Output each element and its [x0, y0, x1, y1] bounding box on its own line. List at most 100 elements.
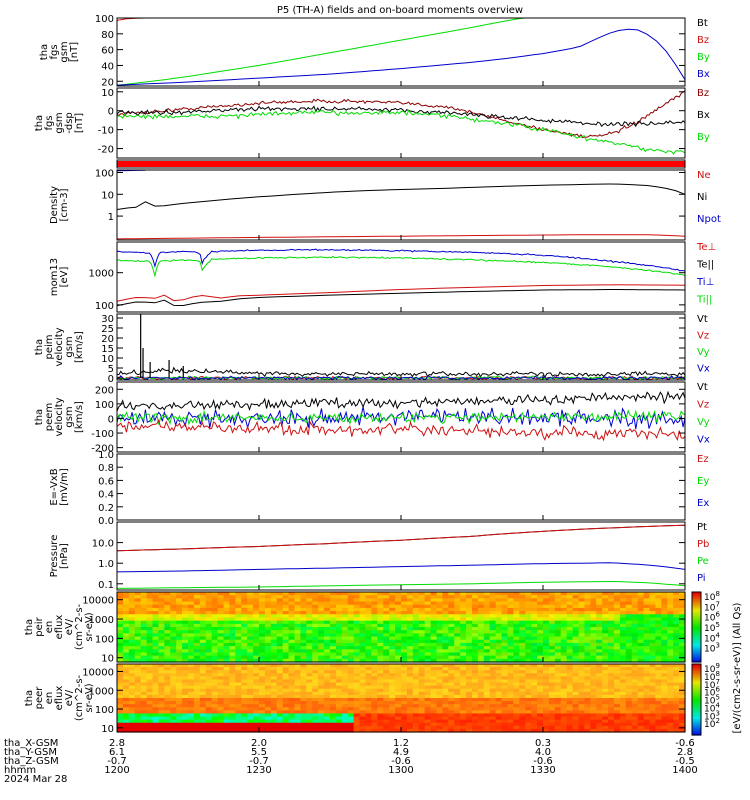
- spectrogram-cell: [182, 592, 189, 596]
- spectrogram-cell: [406, 667, 414, 671]
- spectrogram-cell: [412, 710, 420, 715]
- spectrogram-cell: [637, 698, 645, 702]
- spectrogram-cell: [128, 639, 136, 644]
- spectrogram-cell: [365, 652, 373, 657]
- spectrogram-cell: [223, 728, 231, 733]
- spectrogram-cell: [264, 601, 272, 606]
- spectrogram-cell: [531, 704, 538, 708]
- spectrogram-cell: [211, 673, 219, 677]
- spectrogram-cell: [543, 655, 550, 660]
- spectrogram-cell: [300, 704, 307, 708]
- spectrogram-cell: [241, 636, 248, 641]
- spectrogram-cell: [560, 670, 568, 674]
- colorbar-cell: [692, 600, 701, 604]
- spectrogram-cell: [365, 725, 373, 730]
- spectrogram-ion: [117, 592, 686, 663]
- spectrogram-cell: [205, 725, 213, 730]
- spectrogram-cell: [578, 685, 586, 690]
- spectrogram-cell: [430, 707, 438, 711]
- spectrogram-cell: [170, 676, 177, 681]
- spectrogram-cell: [442, 620, 449, 625]
- spectrogram-cell: [276, 701, 284, 705]
- spectrogram-cell: [454, 592, 461, 596]
- spectrogram-cell: [122, 646, 130, 650]
- spectrogram-cell: [146, 676, 154, 681]
- spectrogram-cell: [412, 704, 420, 708]
- spectrogram-cell: [477, 673, 485, 677]
- spectrogram-cell: [306, 620, 313, 625]
- spectrogram-cell: [229, 601, 236, 606]
- spectrogram-cell: [673, 691, 680, 696]
- spectrogram-cell: [164, 688, 171, 693]
- spectrogram-cell: [128, 611, 136, 615]
- spectrogram-cell: [247, 682, 254, 687]
- spectrogram-cell: [602, 658, 609, 663]
- x-row-value: 1400: [672, 765, 697, 776]
- spectrogram-cell: [554, 710, 562, 715]
- spectrogram-cell: [359, 688, 367, 693]
- spectrogram-cell: [507, 673, 515, 677]
- series-Vt: [116, 390, 686, 412]
- spectrogram-cell: [306, 670, 313, 674]
- spectrogram-cell: [211, 707, 219, 711]
- spectrogram-cell: [276, 704, 284, 708]
- spectrogram-cell: [389, 617, 396, 622]
- spectrogram-cell: [188, 607, 195, 612]
- spectrogram-cell: [152, 652, 160, 657]
- spectrogram-cell: [643, 682, 651, 687]
- spectrogram-cell: [572, 617, 580, 622]
- spectrogram-cell: [543, 707, 550, 711]
- spectrogram-cell: [625, 713, 633, 718]
- spectrogram-cell: [264, 707, 272, 711]
- spectrogram-cell: [525, 639, 532, 644]
- spectrogram-cell: [253, 595, 260, 599]
- spectrogram-cell: [341, 707, 349, 711]
- spectrogram-cell: [424, 676, 432, 681]
- spectrogram-cell: [673, 627, 680, 631]
- spectrogram-cell: [211, 627, 219, 631]
- spectrogram-cell: [259, 728, 266, 733]
- spectrogram-cell: [608, 636, 615, 641]
- spectrogram-cell: [335, 667, 343, 671]
- spectrogram-cell: [176, 691, 183, 696]
- spectrogram-cell: [353, 633, 361, 638]
- spectrogram-cell: [140, 630, 148, 634]
- spectrogram-cell: [430, 655, 438, 660]
- spectrogram-cell: [578, 636, 586, 641]
- spectrogram-cell: [282, 728, 290, 733]
- spectrogram-cell: [182, 722, 189, 727]
- spectrogram-cell: [489, 694, 497, 699]
- spectrogram-cell: [117, 614, 124, 619]
- spectrogram-cell: [679, 701, 686, 705]
- legend-Ti⊥: Ti⊥: [696, 277, 714, 288]
- legend-Bx: Bx: [697, 69, 710, 80]
- spectrogram-cell: [495, 649, 503, 654]
- spectrogram-cell: [596, 673, 603, 677]
- spectrogram-cell: [543, 719, 550, 724]
- spectrogram-cell: [300, 649, 307, 654]
- spectrogram-cell: [217, 649, 225, 654]
- spectrogram-cell: [554, 611, 562, 615]
- spectrogram-cell: [330, 646, 337, 650]
- spectrogram-cell: [537, 601, 544, 606]
- spectrogram-cell: [401, 716, 408, 721]
- spectrogram-cell: [353, 620, 361, 625]
- spectrogram-cell: [288, 679, 296, 684]
- spectrogram-cell: [146, 652, 154, 657]
- spectrogram-cell: [282, 722, 290, 727]
- spectrogram-cell: [649, 716, 657, 721]
- spectrogram-cell: [253, 670, 260, 674]
- spectrogram-cell: [371, 639, 378, 644]
- x-row-value: -0.6: [391, 756, 411, 767]
- spectrogram-cell: [637, 642, 645, 647]
- spectrogram-cell: [188, 719, 195, 724]
- spectrogram-cell: [259, 698, 266, 702]
- spectrogram-cell: [259, 655, 266, 660]
- spectrogram-cell: [377, 639, 384, 644]
- spectrogram-cell: [199, 623, 207, 628]
- spectrogram-cell: [353, 611, 361, 615]
- spectrogram-cell: [193, 694, 201, 699]
- spectrogram-cell: [513, 667, 520, 671]
- spectrogram-cell: [507, 630, 515, 634]
- spectrogram-cell: [442, 704, 449, 708]
